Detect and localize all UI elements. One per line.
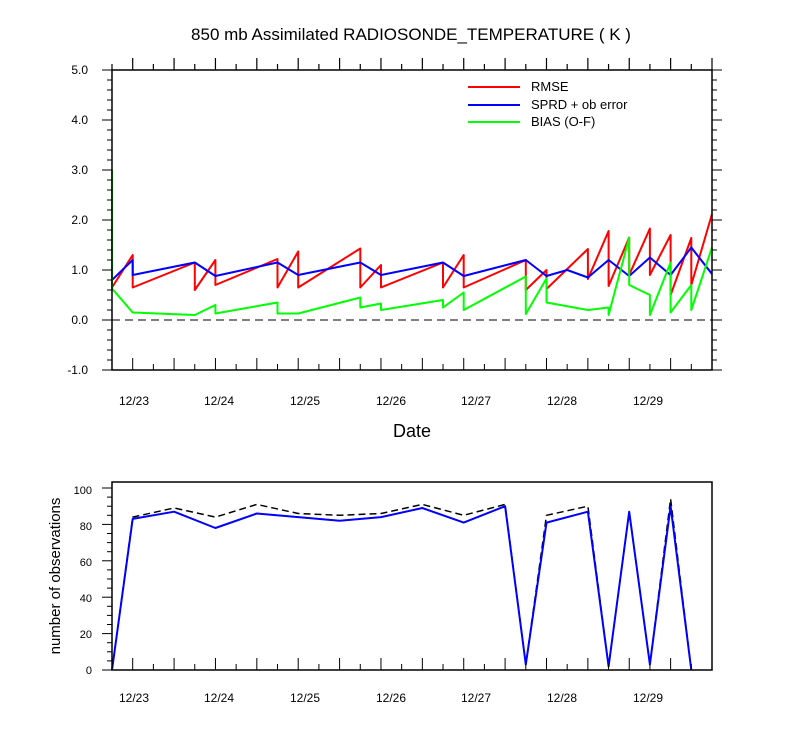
y-tick-label: 1.0 <box>71 263 88 277</box>
y-tick-label: 20 <box>80 629 92 641</box>
x-tick-label: 12/29 <box>633 691 663 705</box>
legend-label-rmse: RMSE <box>531 79 569 94</box>
top-plot-frame <box>111 69 713 371</box>
series-line-sprd-ob-error <box>111 246 713 281</box>
x-tick-label: 12/27 <box>461 394 491 408</box>
top-x-tick-labels: 12/23 12/24 12/25 12/26 12/27 12/28 12/2… <box>119 394 663 408</box>
x-tick-label: 12/25 <box>290 394 320 408</box>
top-x-axis-label: Date <box>393 421 431 441</box>
bottom-series-layer <box>111 498 693 671</box>
series-line-bias-o-f <box>111 170 713 316</box>
y-tick-label: 4.0 <box>71 113 88 127</box>
legend-label-bias: BIAS (O-F) <box>531 114 595 129</box>
x-tick-label: 12/23 <box>119 394 149 408</box>
top-series-layer <box>111 170 713 316</box>
top-y-tick-labels: -1.0 0.0 1.0 2.0 3.0 4.0 5.0 <box>67 63 88 377</box>
legend-label-sprd: SPRD + ob error <box>531 97 628 112</box>
x-tick-label: 12/24 <box>204 394 234 408</box>
y-tick-label: 40 <box>80 593 92 605</box>
bottom-axis-ticks <box>102 487 713 671</box>
x-tick-label: 12/28 <box>547 691 577 705</box>
bottom-y-tick-labels: 0 20 40 60 80 100 <box>74 485 92 677</box>
top-title: 850 mb Assimilated RADIOSONDE_TEMPERATUR… <box>191 25 631 44</box>
bottom-panel: 0 20 40 60 80 100 number of observations… <box>47 481 713 705</box>
bottom-plot-frame <box>111 481 713 671</box>
bottom-y-axis-label: number of observations <box>47 498 64 655</box>
legend: RMSE SPRD + ob error BIAS (O-F) <box>468 79 628 129</box>
y-tick-label: 0.0 <box>71 313 88 327</box>
y-tick-label: 3.0 <box>71 163 88 177</box>
top-axis-ticks <box>102 58 722 371</box>
bottom-x-tick-labels: 12/23 12/24 12/25 12/26 12/27 12/28 12/2… <box>119 691 663 705</box>
series-line-possible <box>111 498 693 671</box>
x-tick-label: 12/27 <box>461 691 491 705</box>
y-tick-label: 2.0 <box>71 213 88 227</box>
series-line-used <box>111 505 693 671</box>
x-tick-label: 12/23 <box>119 691 149 705</box>
x-tick-label: 12/25 <box>290 691 320 705</box>
y-tick-label: -1.0 <box>67 363 88 377</box>
x-tick-label: 12/29 <box>633 394 663 408</box>
y-tick-label: 0 <box>86 665 92 677</box>
x-tick-label: 12/24 <box>204 691 234 705</box>
y-tick-label: 60 <box>80 557 92 569</box>
x-tick-label: 12/28 <box>547 394 577 408</box>
y-tick-label: 80 <box>80 521 92 533</box>
y-tick-label: 5.0 <box>71 63 88 77</box>
x-tick-label: 12/26 <box>376 394 406 408</box>
series-line-rmse <box>111 170 713 296</box>
y-tick-label: 100 <box>74 485 92 497</box>
x-tick-label: 12/26 <box>376 691 406 705</box>
top-panel: 850 mb Assimilated RADIOSONDE_TEMPERATUR… <box>67 25 722 441</box>
